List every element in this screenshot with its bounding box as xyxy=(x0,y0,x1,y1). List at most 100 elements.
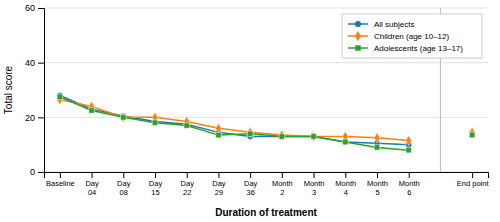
x-axis-line xyxy=(45,173,489,179)
x-tick-mark xyxy=(155,172,156,178)
y-tick-mark xyxy=(38,117,44,118)
x-tick: Day08 xyxy=(117,172,131,197)
chart: 0 20 40 60 Baseline Day04 Day08 Day15 Day22 Day29… xyxy=(0,0,500,222)
marker xyxy=(374,145,379,150)
marker xyxy=(374,133,380,143)
marker xyxy=(89,108,94,113)
x-tick-mark xyxy=(345,172,346,178)
legend: All subjects Children (age 10–12) Adolesce… xyxy=(342,14,482,58)
x-tick-mark xyxy=(92,172,93,178)
x-axis-title: Duration of treatment xyxy=(215,207,317,218)
y-tick-mark xyxy=(38,8,44,9)
marker xyxy=(343,139,348,144)
marker xyxy=(342,139,348,145)
plot: 0 20 40 60 Baseline Day04 Day08 Day15 Day22 Day29… xyxy=(25,3,489,196)
x-tick-label: Day08 xyxy=(117,179,131,196)
marks xyxy=(57,92,475,152)
x-tick-mark xyxy=(314,172,315,178)
marker xyxy=(279,130,285,140)
line xyxy=(60,95,472,144)
y-tick-label: 0 xyxy=(30,167,35,177)
x-tick-mark xyxy=(218,172,219,178)
y-tick-label: 60 xyxy=(25,3,35,13)
x-tick-label: Day36 xyxy=(244,179,258,196)
y-tick-label: 40 xyxy=(25,58,35,68)
legend-marker xyxy=(355,21,361,27)
y-axis: 0 20 40 60 xyxy=(25,3,45,177)
grid-line xyxy=(44,62,488,63)
marker xyxy=(152,120,157,125)
x-tick: Month2 xyxy=(272,172,293,197)
marker xyxy=(216,132,221,137)
y-tick: 20 xyxy=(25,113,44,123)
y-tick: 60 xyxy=(25,3,44,13)
x-tick-label: Day29 xyxy=(212,179,226,196)
x-tick-label: Day04 xyxy=(85,179,99,196)
x-tick-mark xyxy=(409,172,410,178)
grid xyxy=(44,8,488,172)
y-axis-line xyxy=(38,9,45,173)
x-tick-label: Month2 xyxy=(272,179,293,196)
x-tick-mark xyxy=(250,172,251,178)
x-tick-label: Day15 xyxy=(149,179,163,196)
x-tick: Day15 xyxy=(149,172,163,197)
line xyxy=(60,97,472,150)
marker xyxy=(121,115,126,120)
x-tick-label: Month3 xyxy=(304,179,325,196)
x-tick-label: Month4 xyxy=(335,179,356,196)
marker xyxy=(184,123,189,128)
x-tick-label: Day22 xyxy=(181,179,195,196)
grid-line xyxy=(44,117,488,118)
x-tick: Day04 xyxy=(85,172,99,197)
legend-item: All subjects xyxy=(348,20,414,29)
marker xyxy=(57,94,63,104)
x-tick-mark xyxy=(187,172,188,178)
grid-line xyxy=(44,8,488,9)
x-tick: Month4 xyxy=(335,172,356,197)
x-tick-label: Baseline xyxy=(46,179,75,188)
y-tick-mark xyxy=(38,63,44,64)
x-tick-label: Month6 xyxy=(399,179,420,196)
x-tick-mark xyxy=(282,172,283,178)
marker xyxy=(406,147,411,152)
x-tick: Month3 xyxy=(304,172,325,197)
legend-marker xyxy=(355,31,361,41)
x-tick: Day36 xyxy=(244,172,258,197)
legend-label: Children (age 10–12) xyxy=(374,32,449,41)
marker xyxy=(310,133,316,139)
legend-marker xyxy=(355,45,360,50)
marker xyxy=(247,127,253,137)
y-tick-mark xyxy=(38,172,44,173)
x-tick-mark xyxy=(377,172,378,178)
legend-frame xyxy=(342,14,482,58)
x-tick-mark xyxy=(472,172,473,178)
marker xyxy=(215,123,221,133)
legend-item: Adolescents (age 13–17) xyxy=(348,44,463,53)
marker xyxy=(247,131,252,136)
marker xyxy=(311,134,316,139)
y-tick: 0 xyxy=(30,167,44,177)
x-tick: End point xyxy=(457,172,490,188)
y-tick-label: 20 xyxy=(25,113,35,123)
marker xyxy=(279,134,284,139)
x-tick-label: End point xyxy=(457,179,490,188)
y-tick: 40 xyxy=(25,58,44,68)
marker xyxy=(469,127,475,137)
legend-label: Adolescents (age 13–17) xyxy=(374,44,463,53)
legend-label: All subjects xyxy=(374,20,414,29)
x-tick-mark xyxy=(60,172,61,178)
legend-item: Children (age 10–12) xyxy=(348,31,449,41)
marker xyxy=(311,131,317,141)
marker xyxy=(120,112,126,122)
marker xyxy=(279,133,285,139)
x-tick-label: Month5 xyxy=(367,179,388,196)
x-tick-mark xyxy=(123,172,124,178)
marker xyxy=(406,135,412,145)
x-tick: Month6 xyxy=(399,172,420,197)
x-tick: Month5 xyxy=(367,172,388,197)
y-axis-title: Total score xyxy=(3,65,14,114)
marker xyxy=(469,132,474,137)
x-axis: Baseline Day04 Day08 Day15 Day22 Day29 Day36 Mo… xyxy=(45,172,490,197)
marker xyxy=(57,94,62,99)
x-tick: Day29 xyxy=(212,172,226,197)
